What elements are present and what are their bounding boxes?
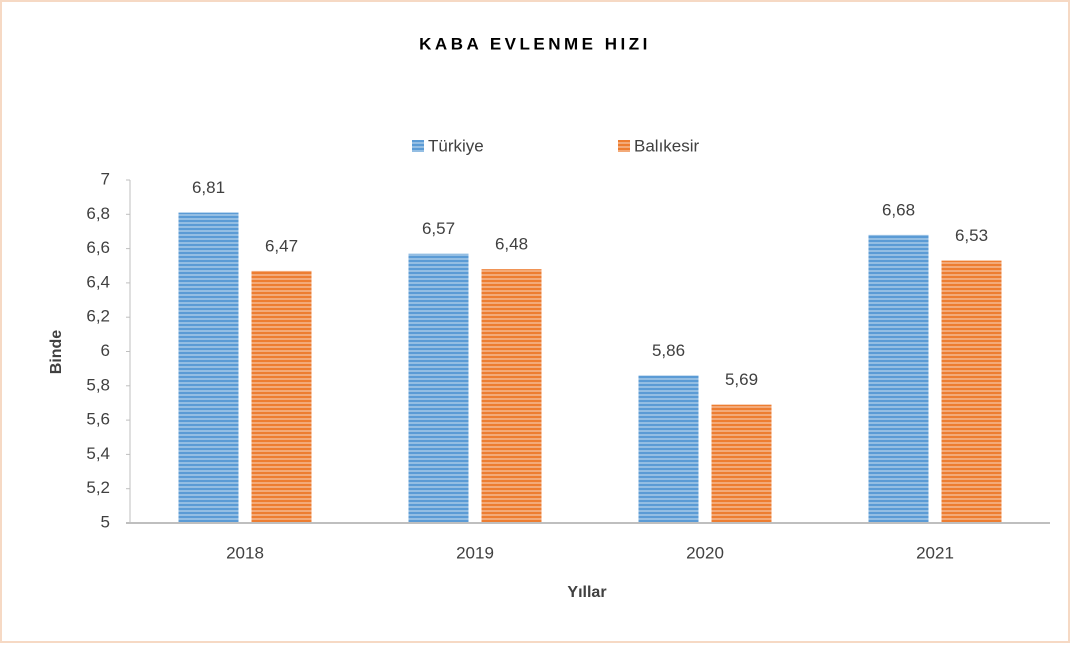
legend-swatch xyxy=(618,140,630,152)
legend-label: Türkiye xyxy=(428,136,484,155)
x-axis-title: Yıllar xyxy=(567,584,606,601)
legend-swatch xyxy=(412,140,424,152)
x-tick-label: 2021 xyxy=(916,543,954,562)
bar xyxy=(711,404,772,523)
data-label: 5,69 xyxy=(725,370,758,389)
legend-label: Balıkesir xyxy=(634,136,700,155)
x-tick-label: 2020 xyxy=(686,543,724,562)
y-tick-label: 7 xyxy=(101,169,110,188)
y-tick-label: 6,8 xyxy=(86,204,110,223)
y-tick-label: 6,2 xyxy=(86,307,110,326)
y-axis-title: Binde xyxy=(48,330,65,375)
data-label: 6,57 xyxy=(422,219,455,238)
y-tick-label: 6,4 xyxy=(86,272,110,291)
data-label: 6,48 xyxy=(495,235,528,254)
data-label: 6,68 xyxy=(882,200,915,219)
y-tick-label: 5 xyxy=(101,512,110,531)
bar xyxy=(178,212,239,523)
y-tick-label: 6 xyxy=(101,341,110,360)
bar xyxy=(941,260,1002,523)
y-tick-label: 5,4 xyxy=(86,444,110,463)
bar xyxy=(638,375,699,523)
bar xyxy=(251,270,312,523)
x-tick-label: 2018 xyxy=(226,543,264,562)
x-tick-label: 2019 xyxy=(456,543,494,562)
bar xyxy=(481,269,542,523)
y-tick-label: 5,2 xyxy=(86,478,110,497)
data-label: 6,81 xyxy=(192,178,225,197)
data-label: 6,53 xyxy=(955,226,988,245)
y-tick-label: 5,8 xyxy=(86,375,110,394)
y-tick-label: 5,6 xyxy=(86,410,110,429)
data-label: 5,86 xyxy=(652,341,685,360)
data-label: 6,47 xyxy=(265,236,298,255)
chart-title: KABA EVLENME HIZI xyxy=(419,34,651,53)
bar xyxy=(868,234,929,523)
y-tick-label: 6,6 xyxy=(86,238,110,257)
bar xyxy=(408,253,469,523)
